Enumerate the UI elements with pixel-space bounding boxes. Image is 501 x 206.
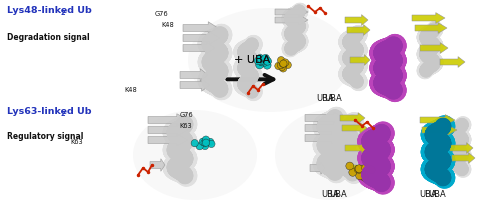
Polygon shape (412, 13, 445, 23)
Text: G76: G76 (179, 112, 193, 118)
Circle shape (280, 60, 287, 67)
Circle shape (263, 61, 271, 69)
Polygon shape (342, 123, 367, 133)
Polygon shape (275, 7, 308, 17)
Circle shape (208, 140, 215, 147)
Polygon shape (345, 143, 368, 153)
Text: K63: K63 (70, 139, 83, 145)
Circle shape (202, 136, 209, 143)
Text: 2: 2 (61, 10, 65, 16)
Polygon shape (452, 153, 475, 163)
Ellipse shape (133, 110, 257, 200)
Circle shape (258, 58, 266, 66)
Circle shape (355, 165, 363, 173)
Polygon shape (347, 25, 370, 35)
Circle shape (279, 60, 287, 67)
Circle shape (201, 142, 208, 150)
Polygon shape (420, 115, 455, 125)
Polygon shape (148, 134, 188, 146)
Circle shape (356, 165, 363, 173)
Polygon shape (345, 15, 368, 25)
Circle shape (354, 165, 362, 173)
Circle shape (278, 57, 285, 64)
Circle shape (346, 162, 354, 170)
Circle shape (201, 139, 208, 146)
Circle shape (257, 54, 264, 62)
Polygon shape (305, 112, 345, 124)
Circle shape (282, 59, 289, 66)
Circle shape (262, 54, 270, 62)
Polygon shape (148, 114, 188, 126)
Text: UBA: UBA (428, 190, 446, 199)
Circle shape (264, 57, 272, 65)
Text: + UBA: + UBA (234, 55, 271, 65)
Circle shape (275, 62, 282, 70)
Circle shape (362, 164, 369, 172)
Polygon shape (150, 159, 165, 171)
Circle shape (257, 57, 265, 65)
Text: K48: K48 (124, 87, 137, 92)
Polygon shape (350, 55, 370, 65)
Polygon shape (183, 32, 220, 44)
Circle shape (260, 59, 268, 67)
Polygon shape (180, 69, 208, 81)
Text: 2: 2 (61, 111, 65, 117)
Circle shape (356, 172, 364, 180)
Polygon shape (350, 163, 373, 173)
Circle shape (367, 166, 375, 174)
Ellipse shape (188, 8, 352, 112)
Polygon shape (305, 132, 342, 144)
Circle shape (278, 63, 286, 71)
Text: UBA: UBA (419, 190, 437, 199)
Text: G76: G76 (154, 11, 168, 17)
Polygon shape (305, 122, 345, 134)
Circle shape (200, 138, 208, 145)
Circle shape (256, 61, 264, 69)
Circle shape (199, 138, 206, 145)
Text: UBA: UBA (325, 94, 342, 103)
Circle shape (191, 139, 198, 147)
Circle shape (284, 61, 292, 69)
Circle shape (349, 169, 357, 176)
Polygon shape (275, 15, 308, 25)
Circle shape (361, 173, 369, 181)
Text: Degradation signal: Degradation signal (7, 33, 89, 42)
Text: Lys63-linked Ub: Lys63-linked Ub (7, 107, 91, 116)
Polygon shape (450, 143, 473, 153)
Text: K48: K48 (161, 22, 174, 28)
Ellipse shape (275, 110, 385, 200)
Polygon shape (180, 79, 210, 91)
Polygon shape (340, 113, 365, 123)
Polygon shape (422, 125, 457, 135)
Polygon shape (440, 57, 465, 67)
Text: UBA: UBA (330, 190, 347, 199)
Circle shape (360, 169, 367, 177)
Circle shape (201, 140, 209, 147)
Circle shape (196, 143, 203, 150)
Circle shape (280, 61, 287, 68)
Text: + UBA: + UBA (234, 55, 271, 65)
Polygon shape (183, 22, 218, 34)
Text: Regulatory signal: Regulatory signal (7, 132, 83, 141)
Circle shape (263, 58, 271, 66)
Circle shape (280, 65, 287, 72)
Circle shape (277, 62, 285, 69)
Circle shape (202, 139, 209, 146)
Polygon shape (310, 162, 325, 174)
Polygon shape (415, 23, 447, 33)
Circle shape (257, 57, 265, 65)
Text: K63: K63 (179, 123, 192, 129)
Polygon shape (183, 42, 215, 54)
Text: UBA: UBA (321, 190, 339, 199)
Polygon shape (420, 43, 448, 53)
Polygon shape (148, 124, 188, 136)
Circle shape (206, 138, 214, 145)
Circle shape (255, 57, 262, 65)
Text: UBA: UBA (316, 94, 334, 103)
Text: Lys48-linked Ub: Lys48-linked Ub (7, 6, 91, 15)
